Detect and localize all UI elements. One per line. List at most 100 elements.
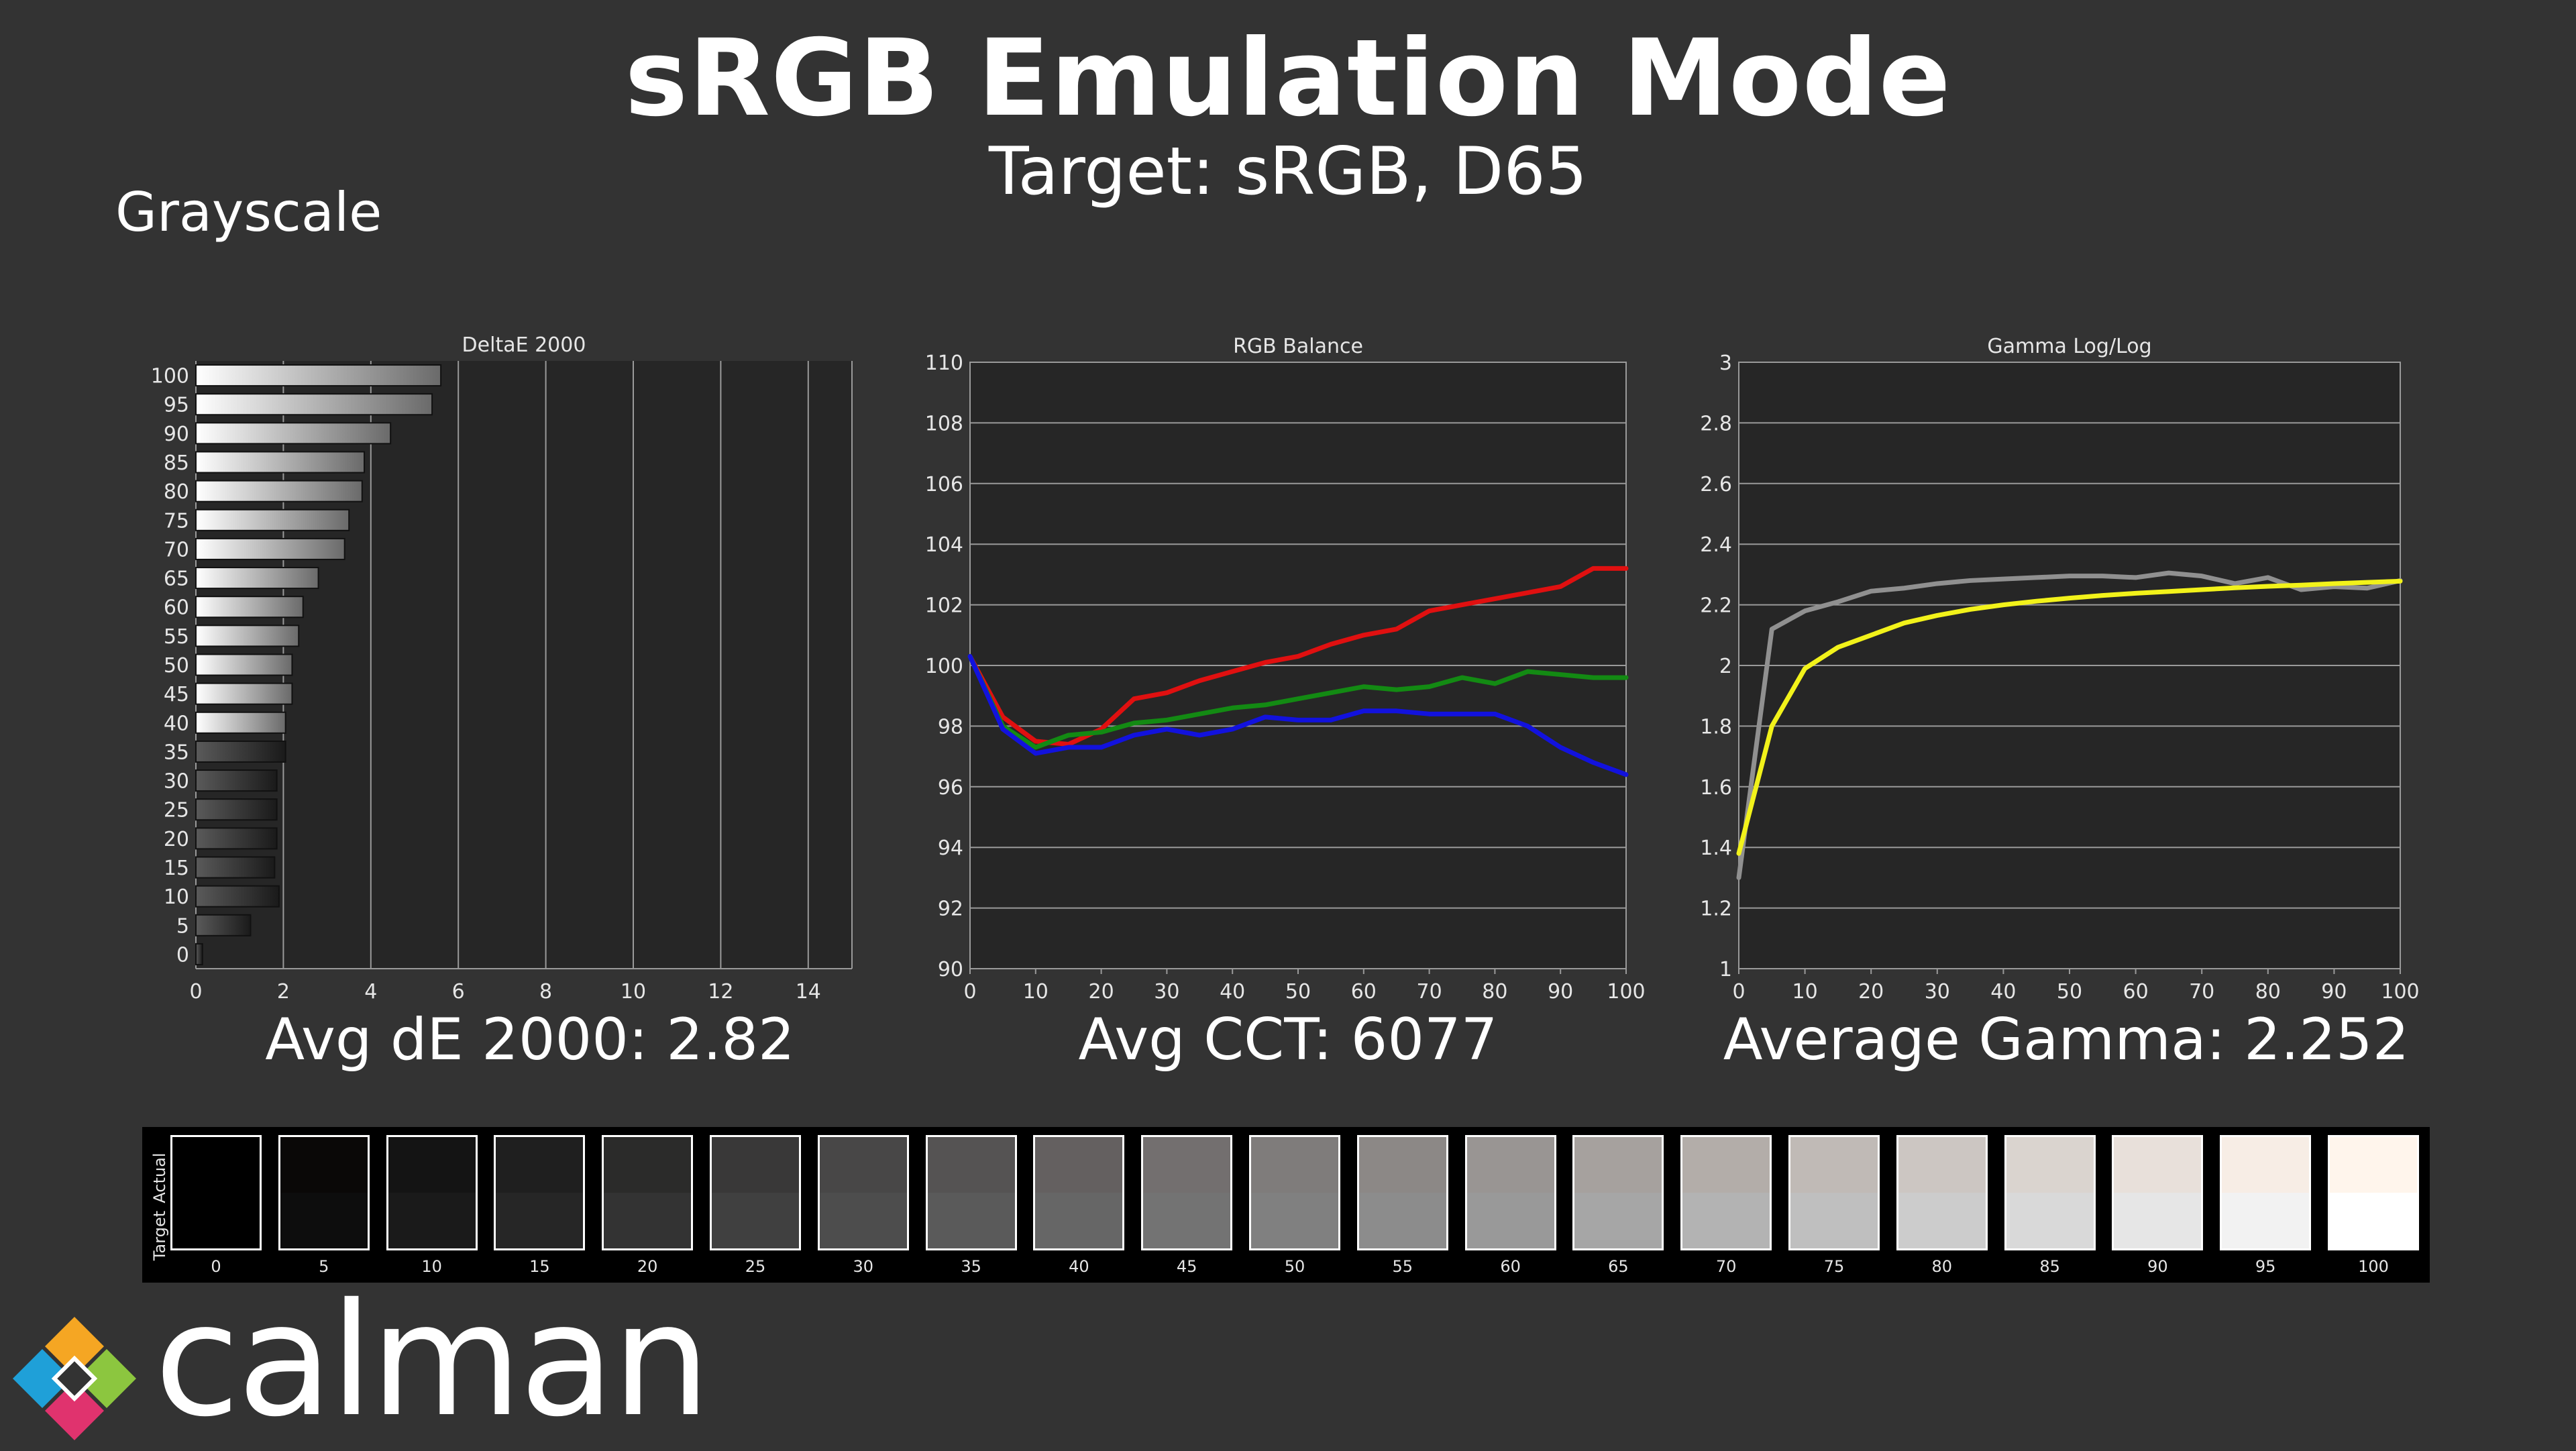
swatch-actual-color — [2006, 1137, 2094, 1193]
swatch-actual-color — [1143, 1137, 1231, 1193]
gamma-x-tick: 10 — [1792, 980, 1818, 1004]
deltae-bar — [195, 711, 286, 734]
grayscale-swatch — [278, 1135, 370, 1250]
gamma-y-tick: 1.4 — [1700, 837, 1732, 860]
swatch-actual-color — [604, 1137, 692, 1193]
deltae-bar — [195, 827, 278, 850]
swatch-actual-color — [1466, 1137, 1554, 1193]
gamma-y-tick: 1 — [1719, 958, 1732, 981]
grayscale-swatch — [1464, 1135, 1556, 1250]
deltae-bar — [195, 798, 278, 821]
deltae-y-tick: 80 — [164, 480, 189, 504]
grayscale-swatch — [170, 1135, 262, 1250]
rgb-y-tick: 94 — [938, 837, 963, 860]
rgb-x-tick: 0 — [963, 980, 976, 1004]
rgb-y-tick: 104 — [925, 533, 963, 557]
gamma-series-line-1 — [1736, 578, 2403, 856]
swatch-actual-color — [2330, 1137, 2417, 1193]
swatch-label: 40 — [1069, 1257, 1089, 1276]
swatch-target-color — [1143, 1193, 1231, 1248]
swatch-target-color — [819, 1193, 907, 1248]
deltae-x-tick: 4 — [364, 980, 377, 1004]
deltae-y-tick: 85 — [164, 451, 189, 475]
rgb-y-tick: 90 — [938, 958, 963, 981]
swatch-actual-color — [712, 1137, 799, 1193]
swatch-target-color — [1466, 1193, 1554, 1248]
swatch-actual-color — [1898, 1137, 1986, 1193]
rgb-y-tick: 102 — [925, 594, 963, 618]
deltae-y-tick: 95 — [164, 394, 189, 417]
deltae-bar — [195, 567, 319, 590]
rgb-y-tick: 92 — [938, 898, 963, 921]
deltae-bar — [195, 856, 276, 879]
rgb-y-tick: 108 — [925, 412, 963, 435]
deltae-bar — [195, 480, 363, 502]
rgb-x-tick: 30 — [1154, 980, 1179, 1004]
swatch-target-color — [1898, 1193, 1986, 1248]
rgb-y-tick: 98 — [938, 715, 963, 739]
rgb-x-tick: 60 — [1351, 980, 1377, 1004]
swatch-label: 5 — [319, 1257, 329, 1276]
page-subtitle: Target: sRGB, D65 — [988, 133, 1588, 210]
swatch-label: 0 — [211, 1257, 221, 1276]
gamma-chart: Gamma Log/Log 1 1.2 1.4 1.6 1.8 2 2.2 2.4 2.6 2.8 3… — [1700, 335, 2419, 1004]
gamma-x-tick: 40 — [1990, 980, 2016, 1004]
logo-diamond-right — [77, 1349, 136, 1408]
deltae-y-tick: 65 — [164, 568, 189, 591]
page-title: sRGB Emulation Mode — [625, 17, 1951, 140]
deltae-x-tick: 2 — [277, 980, 290, 1004]
gamma-y-tick: 2.4 — [1700, 533, 1732, 557]
swatch-actual-color — [496, 1137, 584, 1193]
rgb-y-tick: 96 — [938, 776, 963, 800]
deltae-y-tick: 10 — [164, 885, 189, 909]
grayscale-swatch — [494, 1135, 586, 1250]
grayscale-swatch — [2112, 1135, 2204, 1250]
deltae-bar — [195, 653, 293, 676]
swatch-actual-color — [1574, 1137, 1662, 1193]
gamma-y-tick: 1.8 — [1700, 715, 1732, 739]
deltae-bar — [195, 740, 286, 763]
deltae-bar — [195, 451, 366, 474]
rgb-series-line-2 — [967, 653, 1629, 777]
rgb-y-tick: 110 — [925, 352, 963, 375]
gamma-x-tick: 50 — [2057, 980, 2082, 1004]
rgb-series-line-1 — [967, 653, 1629, 750]
swatch-label: 45 — [1176, 1257, 1197, 1276]
rgb-x-tick: 20 — [1089, 980, 1114, 1004]
gamma-y-tick: 3 — [1719, 352, 1732, 375]
grayscale-swatch — [1356, 1135, 1448, 1250]
swatch-actual-color — [280, 1137, 368, 1193]
rgb-x-tick: 40 — [1220, 980, 1245, 1004]
logo-diamond-top — [45, 1317, 104, 1376]
deltae-y-tick: 45 — [164, 683, 189, 706]
gamma-x-tick: 100 — [2381, 980, 2419, 1004]
swatch-target-color — [1682, 1193, 1770, 1248]
deltae-y-tick: 25 — [164, 799, 189, 822]
swatch-target-color — [388, 1193, 476, 1248]
deltae-y-tick: 60 — [164, 596, 189, 620]
deltae-y-tick: 40 — [164, 712, 189, 735]
swatch-label: 30 — [853, 1257, 874, 1276]
deltae-y-tick: 30 — [164, 770, 189, 794]
rgb-x-tick: 90 — [1548, 980, 1573, 1004]
swatch-target-color — [496, 1193, 584, 1248]
rgb-x-tick: 100 — [1607, 980, 1645, 1004]
swatch-actual-color — [2114, 1137, 2202, 1193]
grayscale-swatch — [1680, 1135, 1772, 1250]
deltae-x-tick: 8 — [539, 980, 552, 1004]
grayscale-swatch — [710, 1135, 801, 1250]
swatch-actual-color — [1358, 1137, 1446, 1193]
grayscale-swatch — [2004, 1135, 2096, 1250]
rgb-x-tick: 10 — [1023, 980, 1049, 1004]
deltae-y-tick: 70 — [164, 538, 189, 561]
swatch-label: 100 — [2358, 1257, 2389, 1276]
gamma-chart-title: Gamma Log/Log — [1987, 335, 2151, 358]
calman-logo-text: calman — [154, 1270, 710, 1451]
deltae-y-tick: 50 — [164, 654, 189, 678]
grayscale-swatch — [1896, 1135, 1988, 1250]
deltae-bar — [195, 914, 252, 936]
deltae-x-tick: 10 — [621, 980, 646, 1004]
deltae-y-tick: 35 — [164, 741, 189, 764]
rgb-series-line-0 — [967, 566, 1629, 747]
